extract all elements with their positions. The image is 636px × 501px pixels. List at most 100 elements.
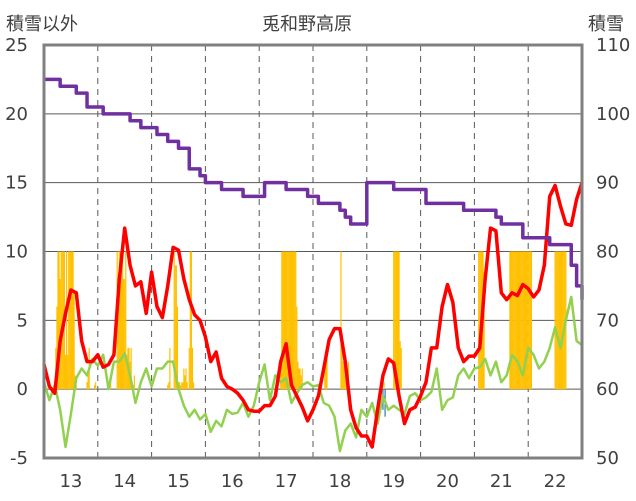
bar [555,251,557,390]
bar [296,306,298,390]
bar [527,251,529,390]
bar [87,375,89,390]
bar [281,251,283,390]
x-tick-label: 22 [544,471,567,492]
bar [178,382,181,390]
bar [280,368,282,390]
bar [126,354,128,390]
bar [186,382,188,390]
bar [188,347,190,390]
bar [66,251,68,390]
bar [189,251,191,390]
bar [167,385,169,390]
bar [340,251,342,390]
precip-bars [54,251,567,417]
bar [185,368,187,390]
bar [397,251,399,390]
y-tick-label: 15 [5,173,28,194]
bar [58,251,60,390]
bar [168,382,170,390]
bar [61,251,63,390]
x-tick-label: 18 [328,471,351,492]
bar [479,251,481,390]
bar [558,251,560,390]
bar [294,251,296,390]
bar [282,251,284,390]
bar [298,368,300,390]
bar [343,361,345,390]
bar [75,385,77,390]
bar [125,251,127,390]
bar [526,251,528,390]
bar [341,334,343,390]
bar [528,251,530,390]
right-axis-title: 積雪 [588,14,624,35]
bar [133,375,135,390]
bar [400,347,402,390]
bar [174,265,176,390]
y-tick-label: 20 [5,104,28,125]
bar [72,251,74,390]
chart-title: 兎和野高原 [262,14,352,35]
bar [530,251,533,390]
bar [383,382,385,390]
y2-tick-label: 70 [596,310,619,331]
bar [554,251,556,390]
bar [124,279,126,390]
bar [562,251,564,390]
bar [509,251,511,390]
bar [118,251,120,390]
bar [67,354,69,390]
bar [286,251,288,390]
bar [300,375,302,390]
bar [291,251,294,390]
bar [326,347,328,390]
bar [519,251,521,390]
bar [557,251,559,390]
x-tick-label: 14 [113,471,136,492]
series-line-green [42,295,583,453]
bar [398,251,400,390]
bar [394,251,396,390]
bar [297,361,299,390]
bar [95,382,97,390]
bar [399,340,401,390]
bar [57,251,59,390]
bar [287,251,289,390]
bar [183,368,185,390]
bar [289,251,291,390]
bar [299,368,301,390]
bar [483,272,485,390]
bar [478,251,480,390]
y2-tick-label: 80 [596,242,619,263]
bar [559,251,562,390]
bar [121,258,124,390]
bar [521,251,523,390]
x-tick-label: 19 [382,471,405,492]
bar [522,251,524,390]
bar [64,354,67,390]
bar [525,251,527,390]
bar [524,251,526,390]
y-tick-label: 0 [17,379,28,400]
bar [510,251,512,390]
x-tick-label: 16 [221,471,244,492]
left-axis-title: 積雪以外 [6,14,78,35]
bar [60,251,62,390]
bar [393,251,395,390]
bar [120,265,123,390]
bar [70,251,72,390]
y-tick-label: -5 [10,448,28,469]
y2-tick-label: 100 [596,104,630,125]
y2-tick-label: 60 [596,379,619,400]
bar [288,251,290,390]
bar [284,251,286,390]
bar [514,251,516,390]
bar [396,251,398,390]
bar [395,251,397,390]
y-tick-label: 10 [5,242,28,263]
bar [515,251,517,390]
series-line-purple [44,77,584,300]
bar [342,361,344,390]
bar [110,380,112,390]
